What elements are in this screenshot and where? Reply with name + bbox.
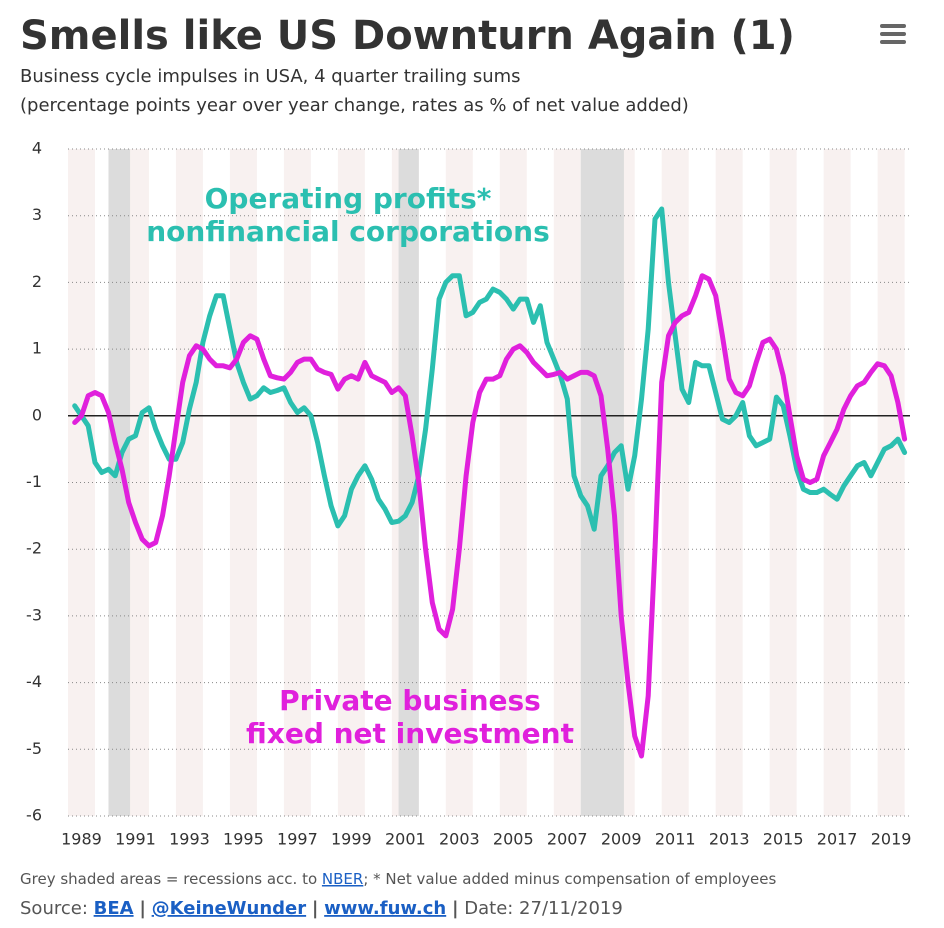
chart-title: Smells like US Downturn Again (1)	[20, 13, 795, 59]
separator: |	[312, 898, 319, 919]
source-date: Date: 27/11/2019	[464, 898, 623, 919]
menu-bar[interactable]	[880, 40, 906, 44]
y-tick-label: -1	[26, 472, 42, 491]
series-label: Private business	[279, 684, 541, 717]
source-link[interactable]: www.fuw.ch	[324, 898, 446, 919]
plot-layer: Operating profits*nonfinancial corporati…	[72, 182, 908, 759]
x-tick-label: 1997	[277, 830, 318, 849]
source-link[interactable]: BEA	[94, 898, 134, 919]
year-band	[175, 149, 203, 816]
y-tick-label: -2	[26, 539, 42, 558]
x-tick-label: 1995	[223, 830, 264, 849]
series-line	[72, 206, 908, 532]
subtitle: Business cycle impulses in USA, 4 quarte…	[20, 66, 521, 87]
x-tick-label: 1991	[115, 830, 156, 849]
menu-icon[interactable]	[880, 24, 906, 44]
y-tick-label: -5	[26, 739, 42, 758]
y-tick-label: 2	[32, 272, 42, 291]
y-tick-label: -6	[26, 806, 42, 825]
x-tick-label: 2013	[709, 830, 750, 849]
separator: |	[452, 898, 459, 919]
footnote-text: Grey shaded areas = recessions acc. to	[20, 870, 322, 888]
series-label: nonfinancial corporations	[146, 215, 550, 248]
y-tick-label: -4	[26, 672, 42, 691]
nber-link[interactable]: NBER	[322, 870, 363, 888]
x-tick-label: 1999	[331, 830, 372, 849]
separator: |	[139, 898, 146, 919]
x-tick-label: 2017	[817, 830, 858, 849]
x-tick-label: 2007	[547, 830, 588, 849]
y-tick-label: 0	[32, 405, 42, 424]
source-line: Source: BEA | @KeineWunder | www.fuw.ch …	[20, 898, 623, 919]
source-link[interactable]: @KeineWunder	[152, 898, 307, 919]
series-label: fixed net investment	[246, 717, 574, 750]
x-tick-label: 2019	[871, 830, 912, 849]
x-tick-label: 2011	[655, 830, 696, 849]
y-tick-label: 3	[32, 205, 42, 224]
background-layer: -6 -5 -4 -3 -2 -1 0 1 2 3 4 1989 1991 1993 1995 1997 199…	[26, 139, 911, 849]
series-line	[72, 273, 908, 759]
source-label: Source:	[20, 898, 88, 919]
x-tick-label: 1993	[169, 830, 210, 849]
y-tick-label: -3	[26, 605, 42, 624]
menu-bar[interactable]	[880, 32, 906, 36]
x-tick-label: 1989	[61, 830, 102, 849]
x-tick-label: 2009	[601, 830, 642, 849]
recession-band	[108, 149, 131, 816]
series-label: Operating profits*	[205, 182, 492, 215]
x-tick-label: 2003	[439, 830, 480, 849]
y-tick-label: 4	[32, 139, 42, 158]
footnote-text: ; * Net value added minus compensation o…	[363, 870, 776, 888]
x-tick-label: 2005	[493, 830, 534, 849]
subtitle: (percentage points year over year change…	[20, 95, 689, 116]
y-tick-label: 1	[32, 339, 42, 358]
footnote: Grey shaded areas = recessions acc. to N…	[20, 870, 776, 888]
x-tick-label: 2001	[385, 830, 426, 849]
menu-bar[interactable]	[880, 24, 906, 28]
year-band	[715, 149, 743, 816]
x-tick-label: 2015	[763, 830, 804, 849]
